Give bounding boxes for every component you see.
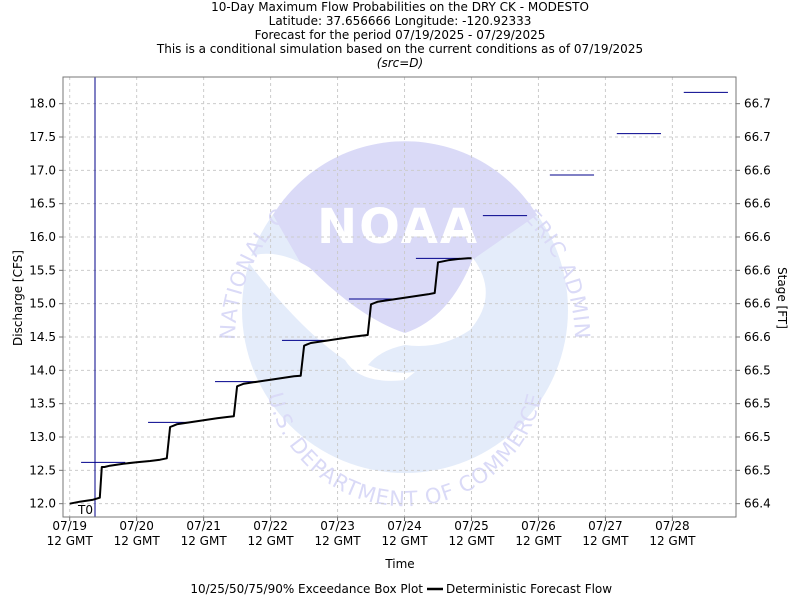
x-tick-label-line: 07/23 (320, 519, 355, 533)
y-tick-label: 16.5 (29, 197, 56, 211)
x-tick-label-line: 07/27 (588, 519, 623, 533)
y2-tick-label: 66.6 (744, 297, 771, 311)
y-tick-label: 14.0 (29, 363, 56, 377)
simulation-note-subtitle: This is a conditional simulation based o… (156, 42, 644, 56)
x-tick-label-line: 12 GMT (515, 534, 562, 548)
y-axis-label: Discharge [CFS] (11, 250, 25, 346)
y-tick-label: 12.5 (29, 463, 56, 477)
y-tick-label: 13.5 (29, 397, 56, 411)
source-subtitle: (src=D) (376, 56, 424, 70)
y2-tick-label: 66.5 (744, 363, 771, 377)
x-tick-label: 07/25 12 GMT (448, 519, 495, 548)
y2-tick-label: 66.5 (744, 397, 771, 411)
x-tick-label: 07/22 12 GMT (248, 519, 295, 548)
chart-grid (63, 77, 736, 517)
chart-titles: 10-Day Maximum Flow Probabilities on the… (0, 0, 800, 70)
x-tick-label: 07/26 12 GMT (515, 519, 562, 548)
y-tick-label: 15.5 (29, 263, 56, 277)
y2-tick-label: 66.7 (744, 97, 771, 111)
y2-tick-label: 66.7 (744, 130, 771, 144)
x-axis-label: Time (384, 557, 414, 571)
x-tick-label-line: 07/24 (387, 519, 422, 533)
y-tick-label: 17.5 (29, 130, 56, 144)
y2-tick-label: 66.5 (744, 463, 771, 477)
x-tick-label-line: 12 GMT (448, 534, 495, 548)
x-tick-label-line: 07/20 (119, 519, 154, 533)
x-tick-label-line: 07/21 (186, 519, 221, 533)
y-tick-label: 18.0 (29, 97, 56, 111)
y-tick-label: 17.0 (29, 163, 56, 177)
discharge-axis: 12.0 12.5 13.0 13.5 14.0 14.5 15.0 15.5 16.0 16.5… (29, 97, 63, 511)
y2-tick-label: 66.4 (744, 497, 771, 511)
deterministic-forecast-line (69, 257, 472, 505)
x-tick-label-line: 12 GMT (649, 534, 696, 548)
x-tick-label: 07/21 12 GMT (181, 519, 228, 548)
y-tick-label: 15.0 (29, 297, 56, 311)
x-tick-label-line: 12 GMT (47, 534, 94, 548)
legend-box-plot-label: 10/25/50/75/90% Exceedance Box Plot (190, 582, 423, 596)
x-tick-label-line: 12 GMT (114, 534, 161, 548)
x-tick-label: 07/27 12 GMT (582, 519, 629, 548)
chart-title: 10-Day Maximum Flow Probabilities on the… (211, 0, 589, 14)
x-tick-label: 07/20 12 GMT (114, 519, 161, 548)
x-tick-label-line: 07/22 (253, 519, 288, 533)
y-tick-label: 13.0 (29, 430, 56, 444)
stage-axis: 66.4 66.5 66.5 66.5 66.5 66.6 66.6 66.6 66.6 66.6… (736, 97, 771, 511)
y2-tick-label: 66.6 (744, 197, 771, 211)
y2-tick-label: 66.6 (744, 163, 771, 177)
chart-legend: 10/25/50/75/90% Exceedance Box Plot Dete… (190, 582, 612, 596)
x-tick-label-line: 07/26 (521, 519, 556, 533)
x-tick-label-line: 07/28 (655, 519, 690, 533)
t0-label: T0 (77, 503, 93, 517)
x-tick-label-line: 07/19 (52, 519, 87, 533)
x-tick-label: 07/28 12 GMT (649, 519, 696, 548)
y2-axis-label: Stage [FT] (775, 267, 789, 329)
legend-forecast-label: Deterministic Forecast Flow (446, 582, 612, 596)
y2-tick-label: 66.6 (744, 263, 771, 277)
y-tick-label: 14.5 (29, 330, 56, 344)
x-tick-label: 07/19 12 GMT (47, 519, 94, 548)
x-tick-label: 07/23 12 GMT (315, 519, 362, 548)
watermark-logo-text: NOAA (317, 199, 479, 255)
y-tick-label: 12.0 (29, 497, 56, 511)
x-tick-label-line: 12 GMT (181, 534, 228, 548)
y2-tick-label: 66.6 (744, 230, 771, 244)
watermark-gull (245, 253, 486, 381)
location-subtitle: Latitude: 37.656666 Longitude: -120.9233… (268, 14, 532, 28)
y2-tick-label: 66.5 (744, 430, 771, 444)
x-tick-label-line: 12 GMT (315, 534, 362, 548)
x-tick-label-line: 12 GMT (582, 534, 629, 548)
x-tick-label-line: 07/25 (454, 519, 489, 533)
x-tick-label: 07/24 12 GMT (381, 519, 428, 548)
y-tick-label: 16.0 (29, 230, 56, 244)
x-tick-label-line: 12 GMT (381, 534, 428, 548)
y2-tick-label: 66.6 (744, 330, 771, 344)
x-tick-label-line: 12 GMT (248, 534, 295, 548)
plot-area-frame (62, 76, 737, 518)
forecast-period-subtitle: Forecast for the period 07/19/2025 - 07/… (254, 28, 546, 42)
